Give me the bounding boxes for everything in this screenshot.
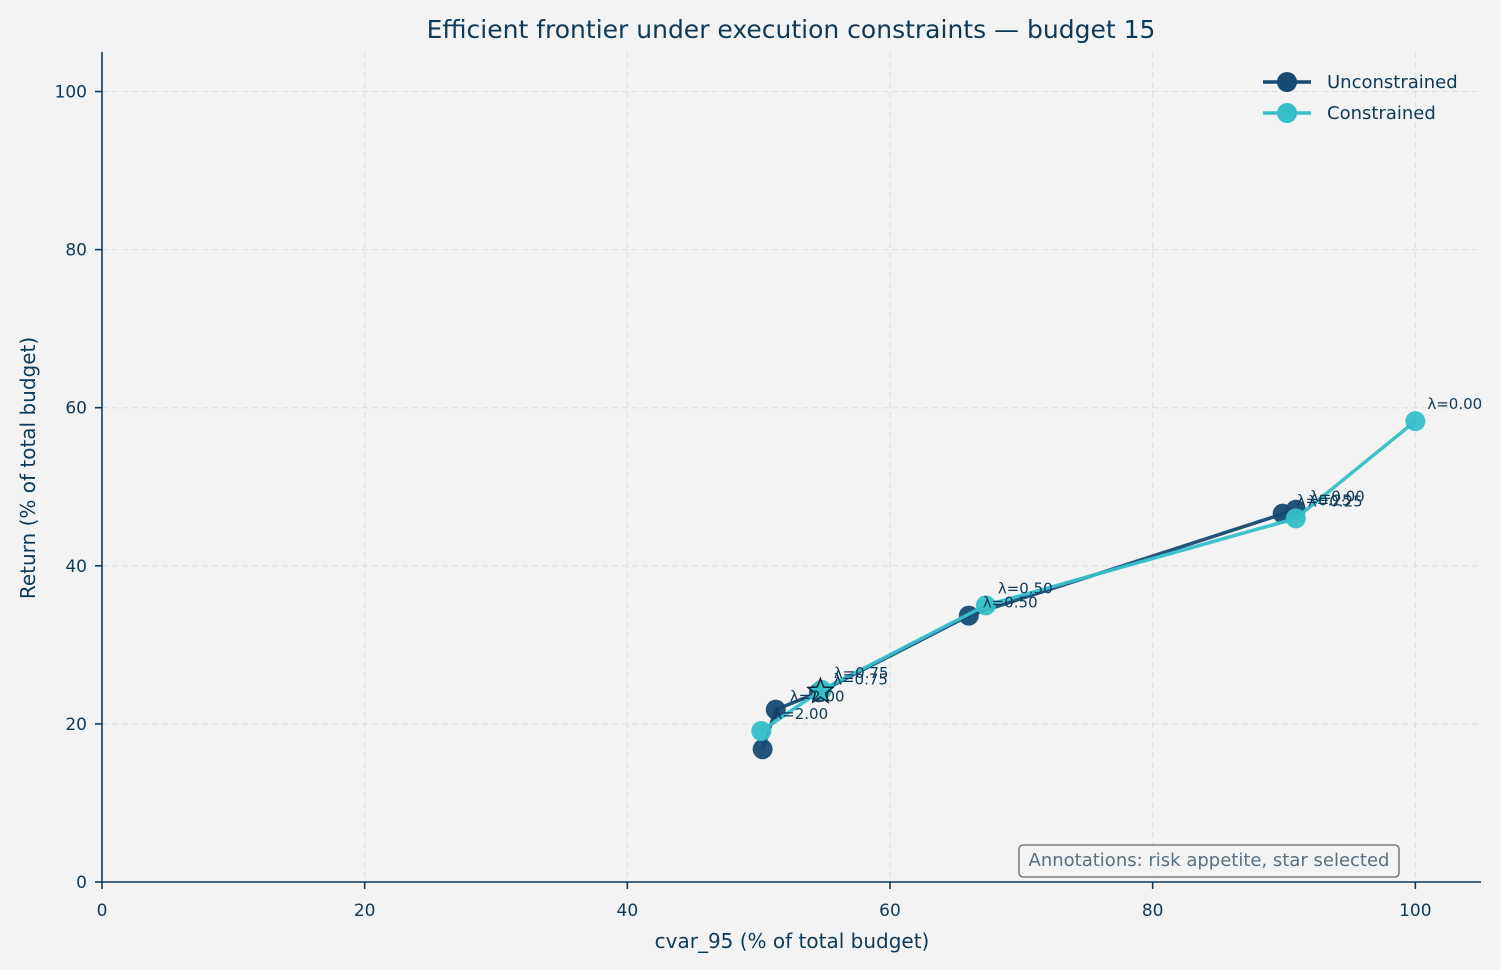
constrained-point-label: λ=2.00 xyxy=(773,705,828,723)
y-tick-label: 0 xyxy=(76,873,87,893)
selected-star-marker xyxy=(805,676,835,704)
y-tick-label: 20 xyxy=(65,715,87,735)
y-tick-label: 60 xyxy=(65,399,87,419)
annotation-note-box: Annotations: risk appetite, star selecte… xyxy=(1018,844,1400,878)
legend-unconstrained-marker xyxy=(1277,72,1297,92)
unconstrained-point-label: λ=0.25 xyxy=(1297,492,1352,510)
y-tick-label: 80 xyxy=(65,241,87,261)
legend-constrained-marker xyxy=(1277,103,1297,123)
constrained-point-label: λ=0.25 xyxy=(1308,492,1363,510)
y-tick-label: 40 xyxy=(65,557,87,577)
grid xyxy=(102,52,1481,882)
unconstrained-point-label: λ=0.50 xyxy=(983,594,1038,612)
unconstrained-point xyxy=(765,699,786,720)
legend-constrained-label: Constrained xyxy=(1327,103,1436,124)
y-tick-label: 100 xyxy=(55,83,87,103)
constrained-point xyxy=(975,595,996,616)
unconstrained-line xyxy=(760,507,1298,750)
point-annotations: λ=0.25λ=0.00λ=0.50λ=0.75λ=2.00λ=0.00λ=0.… xyxy=(773,395,1482,723)
chart-title: Efficient frontier under execution const… xyxy=(427,15,1156,44)
x-axis-label: cvar_95 (% of total budget) xyxy=(655,929,930,953)
x-tick-label: 80 xyxy=(1142,901,1164,921)
constrained-point-label: λ=0.50 xyxy=(998,579,1053,597)
series xyxy=(751,411,1426,760)
y-axis-label: Return (% of total budget) xyxy=(16,337,40,599)
constrained-point-label: λ=0.00 xyxy=(1427,395,1482,413)
unconstrained-point-label: λ=2.00 xyxy=(790,688,845,706)
constrained-point xyxy=(751,721,772,742)
x-tick-label: 60 xyxy=(879,901,901,921)
constrained-point xyxy=(1405,411,1426,432)
annotation-note: Annotations: risk appetite, star selecte… xyxy=(1029,850,1390,871)
unconstrained-point-label: λ=0.00 xyxy=(1310,488,1365,506)
axes: 0 20 40 60 80 100 0 20 40 60 80 100 xyxy=(55,52,1481,921)
unconstrained-point xyxy=(752,739,773,760)
x-tick-label: 0 xyxy=(97,901,108,921)
legend-unconstrained-label: Unconstrained xyxy=(1327,72,1458,93)
constrained-point-label: λ=0.75 xyxy=(834,664,889,682)
x-tick-label: 40 xyxy=(617,901,639,921)
x-tick-label: 20 xyxy=(354,901,376,921)
unconstrained-point-label: λ=0.75 xyxy=(833,670,888,688)
x-tick-label: 100 xyxy=(1399,901,1431,921)
constrained-point xyxy=(1285,508,1306,529)
legend: Unconstrained Constrained xyxy=(1263,72,1458,124)
